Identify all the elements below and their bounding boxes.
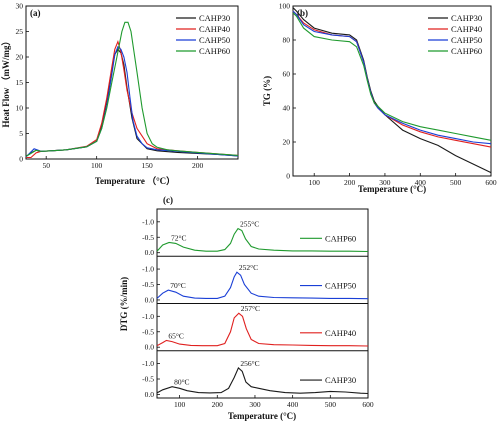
peak-annotation: 72°C: [171, 234, 187, 243]
panel-c-label: (c): [163, 195, 173, 205]
peak-annotation: 70°C: [170, 281, 186, 290]
legend-label-CAHP60: CAHP60: [451, 46, 482, 56]
y-tick-label: -1.0: [142, 265, 154, 274]
panel-c-series: [156, 227, 369, 395]
y-tick-label: 40: [283, 104, 291, 113]
legend-label-CAHP40: CAHP40: [451, 24, 482, 34]
legend-label-CAHP30: CAHP30: [451, 13, 482, 23]
series-line-CAHP60: [292, 12, 492, 141]
y-tick-label: 0: [286, 172, 290, 181]
peak-annotation: 252°C: [239, 263, 258, 272]
panel-a: (a) Heat Flow （mW/mg） Temperature （°C） 5…: [1, 2, 239, 186]
y-tick-label: 20: [283, 138, 291, 147]
legend-label-CAHP50: CAHP50: [451, 35, 482, 45]
x-tick-label: 100: [309, 178, 321, 187]
legend-label-CAHP40: CAHP40: [199, 24, 230, 34]
panel-b-label: (b): [297, 8, 308, 18]
y-tick-label: -0.5: [142, 280, 154, 289]
peak-annotation: 255°C: [240, 220, 259, 229]
y-tick-label: 80: [283, 36, 291, 45]
panel-b-ticks: 100 200 300 400 500 600 0 20 40 60 80 100: [279, 2, 497, 188]
y-tick-label: 0: [19, 155, 23, 164]
panel-b-frame: [292, 5, 492, 177]
panel-a-ticks: 50 100 150 200 0 5 10 15 20 25 30: [16, 2, 204, 171]
y-tick-label: -1.0: [142, 217, 154, 226]
x-tick-label: 500: [325, 400, 337, 409]
y-tick-label: 25: [16, 27, 24, 36]
y-tick-label: 10: [16, 104, 24, 113]
panel-b-ylabel: TG (%): [262, 76, 272, 106]
y-tick-label: 0.0: [145, 295, 155, 304]
x-tick-label: 300: [249, 400, 261, 409]
panel-c-xlabel: Temperature (°C): [228, 411, 296, 421]
panel-a-ylabel: Heat Flow （mW/mg）: [1, 37, 11, 128]
y-tick-label: 0.0: [145, 390, 155, 399]
series-line-CAHP60: [156, 227, 369, 253]
series-line-CAHP50: [156, 271, 369, 300]
legend-label-CAHP60: CAHP60: [199, 46, 230, 56]
y-tick-label: 0.0: [145, 343, 155, 352]
legend-label-CAHP50: CAHP50: [325, 281, 356, 291]
series-line-CAHP40: [156, 312, 369, 347]
legend-label-CAHP40: CAHP40: [325, 328, 356, 338]
legend-label-CAHP50: CAHP50: [199, 35, 230, 45]
x-tick-label: 50: [42, 161, 50, 170]
x-tick-label: 100: [174, 400, 186, 409]
x-tick-label: 100: [91, 161, 103, 170]
x-tick-label: 600: [362, 400, 374, 409]
legend-label-CAHP60: CAHP60: [325, 233, 356, 243]
series-line-CAHP30: [25, 48, 239, 157]
panel-a-label: (a): [30, 8, 41, 18]
peak-annotation: 257°C: [241, 304, 260, 313]
x-tick-label: 400: [287, 400, 299, 409]
y-tick-label: -0.5: [142, 327, 154, 336]
y-tick-label: -0.5: [142, 375, 154, 384]
legend-label-CAHP30: CAHP30: [199, 13, 230, 23]
y-tick-label: -0.5: [142, 233, 154, 242]
panel-a-series: [25, 21, 239, 159]
peak-annotation: 80°C: [174, 378, 190, 387]
y-tick-label: 20: [16, 53, 24, 62]
y-tick-label: 5: [19, 129, 23, 138]
x-tick-label: 150: [142, 161, 154, 170]
legend-label-CAHP30: CAHP30: [325, 375, 356, 385]
y-tick-label: 15: [16, 78, 24, 87]
x-tick-label: 200: [212, 400, 224, 409]
panel-c-ylabel: DTG (%/min): [119, 277, 129, 331]
y-tick-label: -1.0: [142, 359, 154, 368]
panel-b-xlabel: Temperature (°C): [358, 184, 426, 194]
panel-b-series: [292, 7, 492, 174]
y-tick-label: 100: [279, 2, 291, 11]
x-tick-label: 400: [415, 178, 427, 187]
panel-c: (c) DTG (%/min) Temperature (°C) 100 200 3…: [119, 195, 374, 421]
x-tick-label: 300: [379, 178, 391, 187]
series-line-CAHP60: [25, 21, 239, 157]
y-tick-label: 30: [16, 2, 24, 11]
y-tick-label: -1.0: [142, 312, 154, 321]
series-line-CAHP30: [156, 366, 369, 395]
x-tick-label: 600: [485, 178, 497, 187]
panel-b: (b) TG (%) Temperature (°C) 100 200 300 400…: [262, 2, 497, 195]
x-tick-label: 200: [344, 178, 356, 187]
x-tick-label: 200: [192, 161, 204, 170]
y-tick-label: 60: [283, 70, 291, 79]
panel-a-xlabel: Temperature （°C）: [95, 176, 175, 186]
peak-annotation: 256°C: [240, 359, 259, 368]
peak-annotation: 65°C: [168, 331, 184, 340]
series-line-CAHP50: [25, 45, 239, 158]
panel-c-series-labels: 72°C 255°C CAHP60 70°C 252°C CAHP50 65°C 257°C C…: [168, 220, 356, 387]
y-tick-label: 0.0: [145, 248, 155, 257]
x-tick-label: 500: [450, 178, 462, 187]
panel-c-ticks: 100 200 300 400 500 600 -1.0 -0.5 0.0 -1.0 -0.5 0.0…: [142, 217, 374, 409]
series-line-CAHP40: [26, 40, 239, 159]
